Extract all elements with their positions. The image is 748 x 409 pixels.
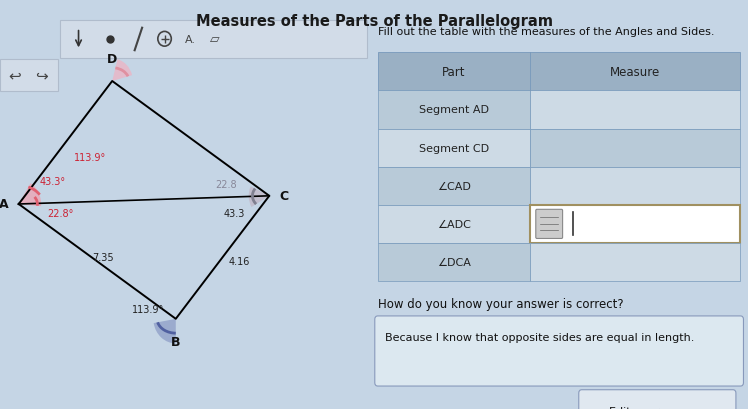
Text: 43.3°: 43.3° xyxy=(39,177,65,187)
FancyBboxPatch shape xyxy=(378,91,530,129)
Text: 113.9°: 113.9° xyxy=(73,153,106,162)
Text: 7.35: 7.35 xyxy=(92,253,114,263)
Text: Segment AD: Segment AD xyxy=(419,105,489,115)
Text: 113.9°: 113.9° xyxy=(132,304,164,314)
FancyBboxPatch shape xyxy=(530,91,741,129)
Text: Because I know that opposite sides are equal in length.: Because I know that opposite sides are e… xyxy=(385,332,695,342)
Text: 43.3: 43.3 xyxy=(223,209,245,218)
Text: ↪: ↪ xyxy=(34,69,48,83)
Text: 22.8: 22.8 xyxy=(215,180,237,190)
FancyBboxPatch shape xyxy=(530,243,741,281)
Wedge shape xyxy=(153,319,176,344)
FancyBboxPatch shape xyxy=(0,60,58,92)
Wedge shape xyxy=(19,184,41,207)
FancyBboxPatch shape xyxy=(536,210,562,239)
Wedge shape xyxy=(112,60,132,82)
Text: ↩: ↩ xyxy=(7,69,21,83)
FancyBboxPatch shape xyxy=(375,316,744,386)
FancyBboxPatch shape xyxy=(579,390,736,409)
FancyBboxPatch shape xyxy=(378,167,530,205)
FancyBboxPatch shape xyxy=(378,205,530,243)
Text: A: A xyxy=(0,198,8,211)
FancyBboxPatch shape xyxy=(530,205,741,243)
Text: A.: A. xyxy=(186,35,196,45)
Text: C: C xyxy=(280,190,289,203)
FancyBboxPatch shape xyxy=(378,53,741,91)
Text: 22.8°: 22.8° xyxy=(46,209,73,218)
FancyBboxPatch shape xyxy=(530,129,741,167)
Text: Measure: Measure xyxy=(610,66,660,79)
Text: How do you know your answer is correct?: How do you know your answer is correct? xyxy=(378,297,623,310)
Text: ∠DCA: ∠DCA xyxy=(437,257,471,267)
Text: D: D xyxy=(107,52,117,65)
Text: Fill out the table with the measures of the Angles and Sides.: Fill out the table with the measures of … xyxy=(378,27,714,36)
FancyBboxPatch shape xyxy=(378,129,530,167)
Text: ∠CAD: ∠CAD xyxy=(437,181,471,191)
Text: ∠ADC: ∠ADC xyxy=(437,219,471,229)
FancyBboxPatch shape xyxy=(378,243,530,281)
Text: B: B xyxy=(171,335,180,348)
Text: Part: Part xyxy=(442,66,466,79)
FancyBboxPatch shape xyxy=(60,20,367,59)
Wedge shape xyxy=(249,187,269,207)
Text: ▱: ▱ xyxy=(210,33,220,46)
Text: Segment CD: Segment CD xyxy=(419,143,489,153)
FancyBboxPatch shape xyxy=(530,167,741,205)
Text: Edit my response: Edit my response xyxy=(609,406,705,409)
Text: Measures of the Parts of the Parallelogram: Measures of the Parts of the Parallelogr… xyxy=(195,14,553,29)
Text: 4.16: 4.16 xyxy=(229,257,250,267)
